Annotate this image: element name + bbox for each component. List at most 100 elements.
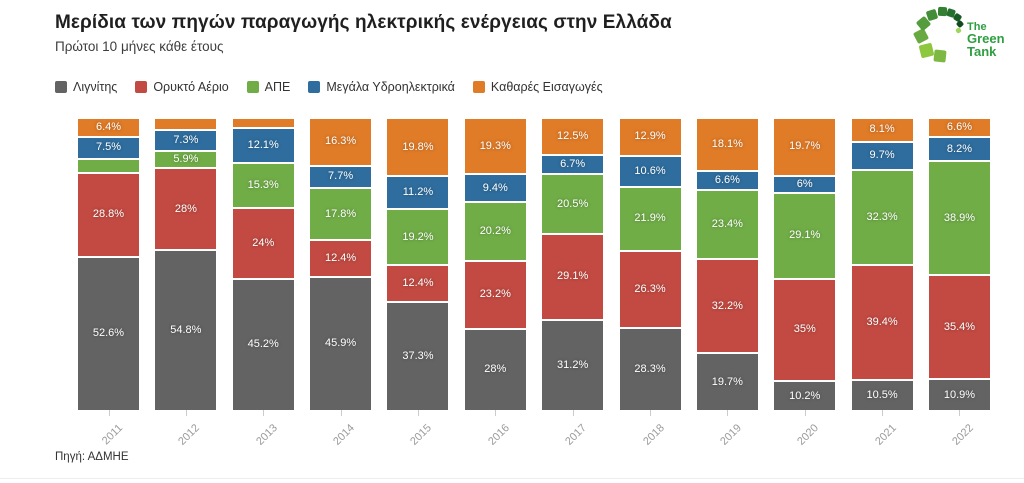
segment-ΑΠΕ-2022[interactable]: 38.9% [928,160,990,275]
segment-Μεγάλα Υδροηλεκτρικά-2020[interactable]: 6% [774,174,836,193]
page-title: Μερίδια των πηγών παραγωγής ηλεκτρικής ε… [55,12,672,33]
segment-ΑΠΕ-2017[interactable]: 20.5% [542,173,604,234]
legend-swatch-icon [246,81,259,93]
segment-Λιγνίτης-2019[interactable]: 19.7% [696,352,758,410]
segment-Καθαρές Εισαγωγές-2017[interactable]: 12.5% [542,117,604,154]
segment-Λιγνίτης-2022[interactable]: 10.9% [928,378,990,410]
x-axis-tick [417,410,419,416]
segment-Ορυκτό Αέριο-2015[interactable]: 12.4% [387,264,449,301]
segment-Μεγάλα Υδροηλεκτρικά-2013[interactable]: 12.1% [232,127,294,163]
segment-Καθαρές Εισαγωγές-2016[interactable]: 19.3% [464,116,526,174]
segment-Μεγάλα Υδροηλεκτρικά-2016[interactable]: 9.4% [464,173,526,201]
segment-Μεγάλα Υδροηλεκτρικά-2011[interactable]: 7.5% [78,135,139,158]
legend-swatch-icon [472,81,485,93]
segment-ΑΠΕ-2011[interactable] [78,157,139,172]
segment-ΑΠΕ-2012[interactable]: 5.9% [155,150,217,168]
legend-label: Μεγάλα Υδροηλεκτρικά [326,80,455,94]
segment-value-label: 6.6% [714,174,740,187]
bar-column-2012[interactable]: 54.8% 28% 5.9% 7.3% 2012 [155,117,217,448]
segment-ΑΠΕ-2016[interactable]: 20.2% [464,200,526,260]
segment-Ορυκτό Αέριο-2020[interactable]: 35% [774,277,836,381]
bar-column-2013[interactable]: 45.2% 24% 15.3% 12.1% 2013 [232,117,294,448]
bar-stack: 28.3% 26.3% 21.9% 10.6% 12.9% [619,117,681,410]
segment-Ορυκτό Αέριο-2022[interactable]: 35.4% [928,274,990,379]
segment-Μεγάλα Υδροηλεκτρικά-2019[interactable]: 6.6% [696,170,758,190]
segment-Καθαρές Εισαγωγές-2011[interactable]: 6.4% [78,117,139,136]
segment-Μεγάλα Υδροηλεκτρικά-2014[interactable]: 7.7% [310,164,372,188]
x-axis-label-2018: 2018 [640,422,667,448]
segment-ΑΠΕ-2018[interactable]: 21.9% [619,185,681,251]
segment-Καθαρές Εισαγωγές-2019[interactable]: 18.1% [696,117,758,171]
legend-item-ΑΠΕ[interactable]: ΑΠΕ [246,80,290,94]
bar-column-2016[interactable]: 28% 23.2% 20.2% 9.4% 19.3% 2016 [464,116,526,448]
x-axis-label-2015: 2015 [408,422,435,448]
segment-value-label: 16.3% [324,135,357,148]
segment-Ορυκτό Αέριο-2018[interactable]: 26.3% [619,250,681,328]
segment-Καθαρές Εισαγωγές-2020[interactable]: 19.7% [774,117,836,175]
legend-item-Λιγνίτης[interactable]: Λιγνίτης [55,80,117,94]
segment-Λιγνίτης-2013[interactable]: 45.2% [232,277,294,410]
segment-Λιγνίτης-2012[interactable]: 54.8% [155,249,217,410]
segment-Μεγάλα Υδροηλεκτρικά-2012[interactable]: 7.3% [155,128,217,151]
segment-Καθαρές Εισαγωγές-2013[interactable] [232,117,294,127]
bar-stack: 10.9% 35.4% 38.9% 8.2% 6.6% [928,117,990,410]
segment-Λιγνίτης-2021[interactable]: 10.5% [851,379,913,410]
segment-Λιγνίτης-2015[interactable]: 37.3% [387,300,449,410]
bar-column-2017[interactable]: 31.2% 29.1% 20.5% 6.7% 12.5% 2017 [542,117,604,448]
segment-Ορυκτό Αέριο-2017[interactable]: 29.1% [542,233,604,319]
segment-Καθαρές Εισαγωγές-2022[interactable]: 6.6% [928,117,990,137]
bar-column-2019[interactable]: 19.7% 32.2% 23.4% 6.6% 18.1% 2019 [696,117,758,448]
segment-Μεγάλα Υδροηλεκτρικά-2022[interactable]: 8.2% [928,136,990,161]
segment-Λιγνίτης-2020[interactable]: 10.2% [774,380,836,410]
x-axis-label-2022: 2022 [950,422,976,448]
segment-ΑΠΕ-2021[interactable]: 32.3% [851,169,913,264]
segment-value-label: 9.4% [482,181,508,194]
segment-Ορυκτό Αέριο-2019[interactable]: 32.2% [696,257,758,353]
segment-value-label: 18.1% [711,138,743,151]
segment-Μεγάλα Υδροηλεκτρικά-2017[interactable]: 6.7% [542,153,604,174]
segment-Μεγάλα Υδροηλεκτρικά-2021[interactable]: 9.7% [851,140,913,170]
segment-Λιγνίτης-2018[interactable]: 28.3% [619,327,681,410]
bar-column-2011[interactable]: 52.6% 28.8% 7.5% 6.4% 2011 [78,117,139,447]
legend-item-Μεγάλα Υδροηλεκτρικά[interactable]: Μεγάλα Υδροηλεκτρικά [308,80,455,94]
bar-column-2014[interactable]: 45.9% 12.4% 17.8% 7.7% 16.3% 2014 [310,116,372,448]
legend-item-Ορυκτό Αέριο[interactable]: Ορυκτό Αέριο [135,80,229,94]
segment-ΑΠΕ-2015[interactable]: 19.2% [387,208,449,265]
segment-value-label: 31.2% [557,358,589,371]
bar-column-2021[interactable]: 10.5% 39.4% 32.3% 9.7% 8.1% 2021 [851,117,913,448]
segment-value-label: 15.3% [247,179,279,192]
segment-value-label: 32.3% [866,211,898,223]
x-axis-label-2017: 2017 [563,422,590,448]
segment-Ορυκτό Αέριο-2012[interactable]: 28% [155,167,217,250]
segment-Καθαρές Εισαγωγές-2014[interactable]: 16.3% [310,116,372,165]
segment-ΑΠΕ-2013[interactable]: 15.3% [232,162,294,208]
bar-column-2022[interactable]: 10.9% 35.4% 38.9% 8.2% 6.6% 2022 [928,117,990,448]
segment-Λιγνίτης-2016[interactable]: 28% [464,327,526,410]
segment-Καθαρές Εισαγωγές-2021[interactable]: 8.1% [851,117,913,141]
bar-stack: 19.7% 32.2% 23.4% 6.6% 18.1% [696,117,758,410]
bar-column-2018[interactable]: 28.3% 26.3% 21.9% 10.6% 12.9% 2018 [619,117,681,448]
segment-Λιγνίτης-2011[interactable]: 52.6% [78,255,139,410]
segment-ΑΠΕ-2014[interactable]: 17.8% [310,187,372,240]
bar-column-2015[interactable]: 37.3% 12.4% 19.2% 11.2% 19.8% 2015 [387,117,449,448]
segment-Καθαρές Εισαγωγές-2015[interactable]: 19.8% [387,117,449,176]
segment-ΑΠΕ-2019[interactable]: 23.4% [696,189,758,258]
segment-Ορυκτό Αέριο-2011[interactable]: 28.8% [78,171,139,256]
segment-Μεγάλα Υδροηλεκτρικά-2018[interactable]: 10.6% [619,154,681,186]
segment-ΑΠΕ-2020[interactable]: 29.1% [774,192,836,278]
segment-value-label: 19.8% [402,140,434,153]
segment-Λιγνίτης-2014[interactable]: 45.9% [310,275,372,410]
segment-Ορυκτό Αέριο-2013[interactable]: 24% [232,207,294,278]
segment-Λιγνίτης-2017[interactable]: 31.2% [542,318,604,410]
legend-swatch-icon [55,81,67,93]
segment-Μεγάλα Υδροηλεκτρικά-2015[interactable]: 11.2% [387,175,449,209]
segment-value-label: 10.6% [634,164,666,177]
segment-Ορυκτό Αέριο-2014[interactable]: 12.4% [310,239,372,276]
bar-column-2020[interactable]: 10.2% 35% 29.1% 6% 19.7% 2020 [774,117,836,448]
segment-Ορυκτό Αέριο-2016[interactable]: 23.2% [464,260,526,328]
segment-Ορυκτό Αέριο-2021[interactable]: 39.4% [851,263,913,380]
segment-value-label: 39.4% [866,316,898,329]
segment-Καθαρές Εισαγωγές-2018[interactable]: 12.9% [619,117,681,155]
legend-item-Καθαρές Εισαγωγές[interactable]: Καθαρές Εισαγωγές [472,80,603,94]
segment-Καθαρές Εισαγωγές-2012[interactable] [155,117,217,129]
